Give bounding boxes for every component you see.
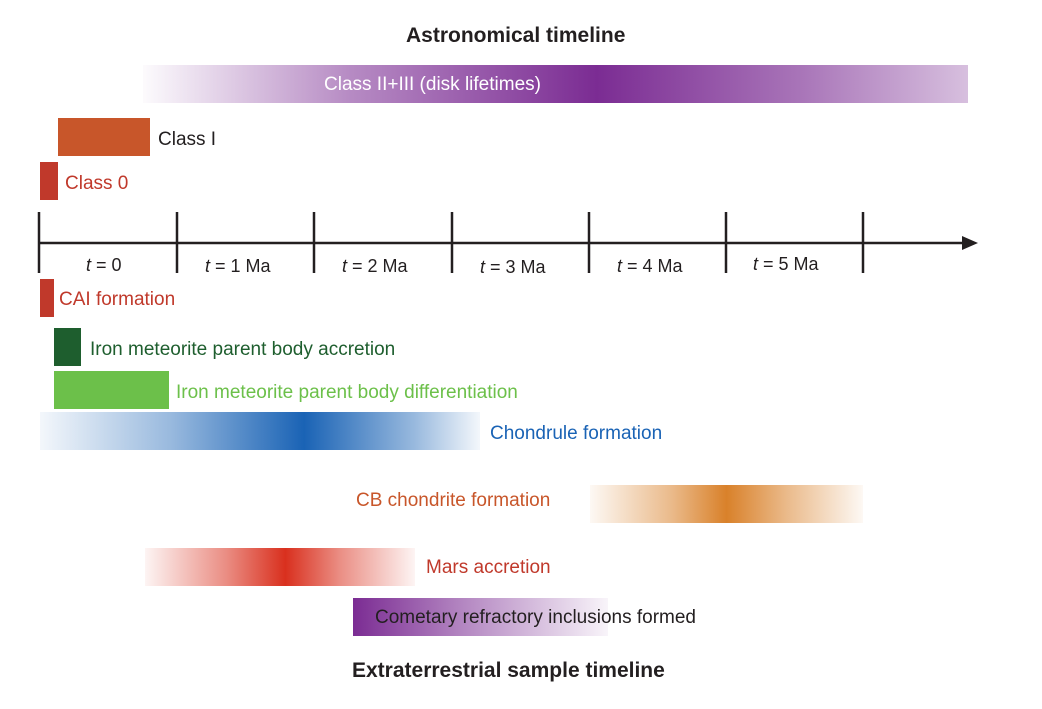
class-2-3-bar	[143, 65, 968, 103]
iron-differentiation-bar	[54, 371, 169, 409]
tick-label-t2: t = 2 Ma	[342, 256, 408, 276]
class-0-label: Class 0	[65, 173, 129, 194]
iron-differentiation-label: Iron meteorite parent body differentiati…	[176, 382, 518, 403]
mars-accretion-label: Mars accretion	[426, 557, 551, 578]
sample-timeline-title: Extraterrestrial sample timeline	[352, 659, 665, 682]
class-1-bar	[58, 118, 150, 156]
chondrule-formation-label: Chondrule formation	[490, 423, 663, 444]
class-1-label: Class I	[158, 129, 217, 150]
mars-accretion-bar	[145, 548, 415, 586]
astronomical-timeline-title: Astronomical timeline	[406, 24, 626, 47]
cometary-inclusions-bar	[353, 598, 608, 636]
chondrule-formation-bar	[40, 412, 480, 450]
cb-chondrite-bar	[590, 485, 863, 523]
class-2-3-label: Class II+III (disk lifetimes)	[324, 74, 541, 95]
cometary-inclusions-label: Cometary refractory inclusions formed	[375, 607, 696, 628]
iron-accretion-bar	[54, 328, 81, 366]
cb-chondrite-label: CB chondrite formation	[356, 490, 551, 511]
tick-label-t4: t = 4 Ma	[617, 256, 683, 276]
axis-arrowhead	[962, 236, 978, 250]
tick-label-t0: t = 0	[86, 255, 122, 275]
tick-label-t5: t = 5 Ma	[753, 254, 819, 274]
iron-accretion-label: Iron meteorite parent body accretion	[90, 339, 396, 360]
cai-formation-label: CAI formation	[59, 289, 176, 310]
cai-formation-bar	[40, 279, 54, 317]
tick-label-t3: t = 3 Ma	[480, 257, 546, 277]
tick-label-t1: t = 1 Ma	[205, 256, 271, 276]
class-0-bar	[40, 162, 58, 200]
